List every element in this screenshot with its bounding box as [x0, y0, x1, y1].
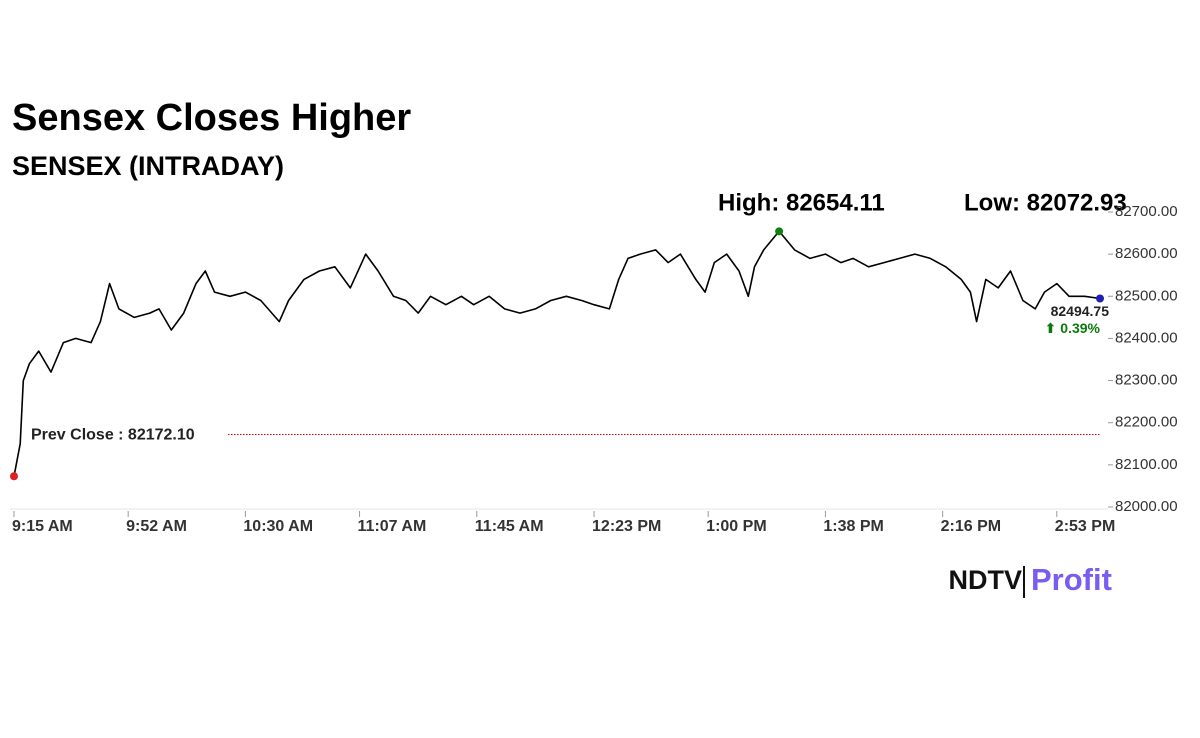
last-value-label: 82494.75 [1051, 303, 1110, 319]
x-tick-label: 9:15 AM [12, 518, 73, 535]
logo-product: Profit [1031, 562, 1112, 597]
logo-brand: NDTV [949, 565, 1023, 595]
x-tick-label: 12:23 PM [592, 518, 661, 535]
high-label: High: 82654.11 [718, 189, 885, 216]
chart-title: Sensex Closes Higher [12, 97, 411, 139]
x-tick-label: 11:07 AM [358, 518, 427, 535]
x-tick-label: 9:52 AM [126, 518, 187, 535]
y-tick-label: 82200.00 [1115, 414, 1178, 431]
x-tick-label: 2:53 PM [1055, 518, 1115, 535]
change-label: ⬆ 0.39% [1045, 320, 1101, 336]
x-tick-label: 11:45 AM [475, 518, 544, 535]
high-marker [775, 227, 784, 236]
last-marker [1096, 294, 1104, 303]
x-tick-label: 2:16 PM [941, 518, 1001, 535]
y-tick-label: 82600.00 [1115, 245, 1178, 262]
y-tick-label: 82500.00 [1115, 287, 1178, 304]
x-tick-label: 1:00 PM [706, 518, 766, 535]
low-marker [10, 472, 18, 481]
x-tick-label: 10:30 AM [243, 518, 313, 535]
y-tick-label: 82000.00 [1115, 498, 1178, 515]
x-tick-label: 1:38 PM [823, 518, 883, 535]
y-tick-label: 82700.00 [1115, 203, 1178, 220]
y-tick-label: 82400.00 [1115, 329, 1178, 346]
y-tick-label: 82100.00 [1115, 456, 1178, 473]
prev-close-label: Prev Close : 82172.10 [31, 427, 195, 444]
y-tick-label: 82300.00 [1115, 372, 1178, 389]
chart-subtitle: SENSEX (INTRADAY) [12, 151, 284, 181]
low-label: Low: 82072.93 [964, 189, 1127, 216]
price-line [13, 230, 1101, 477]
